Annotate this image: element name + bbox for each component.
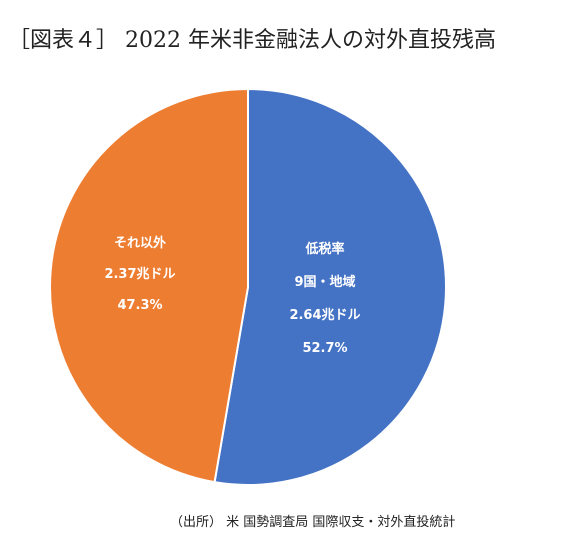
slice-1-label-line-1: 低税率 [304, 241, 344, 257]
slice-2-label-line-3: 47.3% [117, 298, 162, 313]
slice-1-label-line-4: 52.7% [302, 341, 347, 356]
pie-slice-1 [213, 87, 447, 486]
slice-1-label-line-2: 9国・地域 [294, 274, 355, 290]
chart-title: ［図表４］ 2022 年米非金融法人の対外直投残高 [8, 28, 496, 53]
slice-1-label-line-3: 2.64兆ドル [289, 307, 360, 323]
pie-slice-2 [48, 87, 249, 484]
slice-2-label-line-1: それ以外 [114, 235, 166, 251]
source-note: （出所） 米 国勢調査局 国際収支・対外直投統計 [170, 515, 456, 530]
slice-2-label-line-2: 2.37兆ドル [104, 266, 175, 282]
